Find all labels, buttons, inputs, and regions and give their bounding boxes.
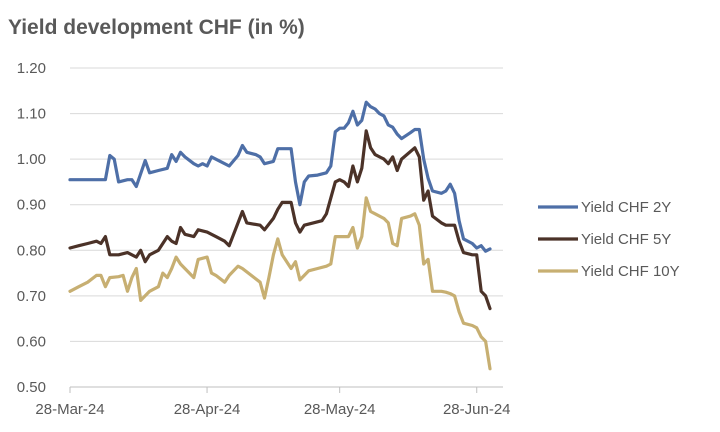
x-tick-label: 28-Apr-24	[174, 401, 241, 418]
y-tick-label: 0.50	[17, 379, 46, 396]
legend-label: Yield CHF 5Y	[581, 231, 671, 248]
y-tick-label: 1.10	[17, 106, 46, 123]
y-tick-label: 1.20	[17, 60, 46, 77]
y-tick-label: 1.00	[17, 151, 46, 168]
chart-title: Yield development CHF (in %)	[8, 16, 305, 39]
grid-lines	[70, 67, 503, 342]
legend-label: Yield CHF 2Y	[581, 199, 671, 216]
series-line-yield-chf-5y	[68, 129, 492, 311]
legend: Yield CHF 2Y Yield CHF 5Y Yield CHF 10Y	[538, 199, 680, 280]
x-tick-label: 28-May-24	[304, 401, 376, 418]
x-tick-label: 28-Jun-24	[443, 401, 511, 418]
x-tick-label: 28-Mar-24	[35, 401, 104, 418]
y-tick-label: 0.60	[17, 333, 46, 350]
y-tick-label: 0.80	[17, 242, 46, 259]
y-tick-label: 0.90	[17, 197, 46, 214]
x-axis: 28-Mar-24 28-Apr-24 28-May-24 28-Jun-24	[35, 386, 511, 418]
series-line-yield-chf-2y	[68, 100, 492, 253]
legend-label: Yield CHF 10Y	[581, 263, 680, 280]
y-axis-tick-labels: 1.20 1.10 1.00 0.90 0.80 0.70 0.60 0.50	[17, 60, 46, 396]
y-tick-label: 0.70	[17, 288, 46, 305]
series-lines	[68, 100, 492, 371]
series-line-yield-chf-10y	[68, 196, 492, 371]
